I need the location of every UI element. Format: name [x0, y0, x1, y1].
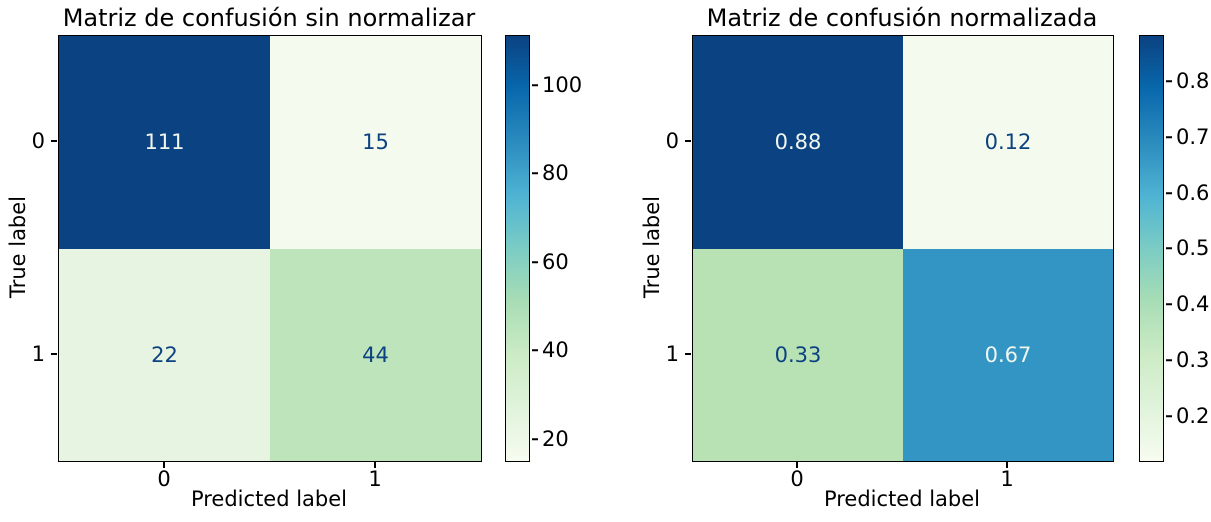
x-tick-label: 0	[157, 467, 171, 491]
colorbar-tick	[1166, 136, 1172, 138]
y-tick-label: 0	[665, 129, 679, 153]
x-tick-label: 0	[790, 467, 804, 491]
colorbar-tick-label: 0.6	[1176, 181, 1210, 205]
left-x-axis-label: Predicted label	[190, 487, 348, 511]
heatmap-cell-r0c0: 0.88	[693, 36, 903, 249]
x-tick-mark	[1006, 462, 1008, 468]
left-y-axis-label: True label	[6, 195, 30, 299]
x-tick-mark	[796, 462, 798, 468]
x-tick-label: 1	[368, 467, 382, 491]
colorbar-tick-label: 40	[542, 338, 569, 362]
colorbar-tick	[532, 349, 538, 351]
heatmap-cell-r0c0: 111	[59, 36, 270, 249]
x-tick-label: 1	[1000, 467, 1014, 491]
colorbar-tick	[1166, 359, 1172, 361]
colorbar-tick	[532, 172, 538, 174]
colorbar-tick-label: 0.8	[1176, 69, 1210, 93]
y-tick-mark	[51, 140, 57, 142]
heatmap-cell-r1c0: 22	[59, 248, 270, 461]
heatmap-cell-r1c1: 44	[270, 248, 481, 461]
colorbar-tick-label: 0.4	[1176, 292, 1210, 316]
left-heatmap: 111 15 22 44	[58, 35, 482, 462]
right-chart-title: Matriz de confusión normalizada	[706, 4, 1098, 32]
right-x-axis-label: Predicted label	[823, 487, 981, 511]
y-tick-label: 1	[665, 342, 679, 366]
colorbar-tick	[1166, 303, 1172, 305]
colorbar-tick	[1166, 192, 1172, 194]
y-tick-label: 0	[31, 129, 45, 153]
y-tick-mark	[685, 353, 691, 355]
colorbar-tick-label: 0.3	[1176, 348, 1210, 372]
colorbar-tick	[1166, 415, 1172, 417]
heatmap-cell-r1c0: 0.33	[693, 248, 903, 461]
colorbar-tick-label: 0.5	[1176, 236, 1210, 260]
heatmap-cell-r0c1: 15	[270, 36, 481, 249]
right-heatmap: 0.88 0.12 0.33 0.67	[692, 35, 1114, 462]
colorbar-tick-label: 0.7	[1176, 125, 1210, 149]
colorbar-tick	[532, 84, 538, 86]
colorbar-tick	[1166, 247, 1172, 249]
colorbar-tick-label: 20	[542, 427, 569, 451]
left-chart-title: Matriz de confusión sin normalizar	[62, 4, 476, 32]
x-tick-mark	[374, 462, 376, 468]
colorbar-tick	[532, 438, 538, 440]
colorbar-tick-label: 60	[542, 250, 569, 274]
x-tick-mark	[163, 462, 165, 468]
heatmap-cell-r0c1: 0.12	[903, 36, 1113, 249]
left-colorbar: 100 80 60 40 20	[505, 35, 582, 462]
colorbar-tick-label: 100	[542, 73, 583, 97]
colorbar-tick	[1166, 80, 1172, 82]
y-tick-mark	[685, 140, 691, 142]
colorbar-tick	[532, 261, 538, 263]
right-y-axis-label: True label	[640, 195, 664, 299]
y-tick-label: 1	[31, 342, 45, 366]
heatmap-cell-r1c1: 0.67	[903, 248, 1113, 461]
right-colorbar: 0.8 0.7 0.6 0.5 0.4 0.3 0.2	[1139, 35, 1209, 462]
colorbar-tick-label: 80	[542, 161, 569, 185]
colorbar-tick-label: 0.2	[1176, 404, 1210, 428]
y-tick-mark	[51, 353, 57, 355]
